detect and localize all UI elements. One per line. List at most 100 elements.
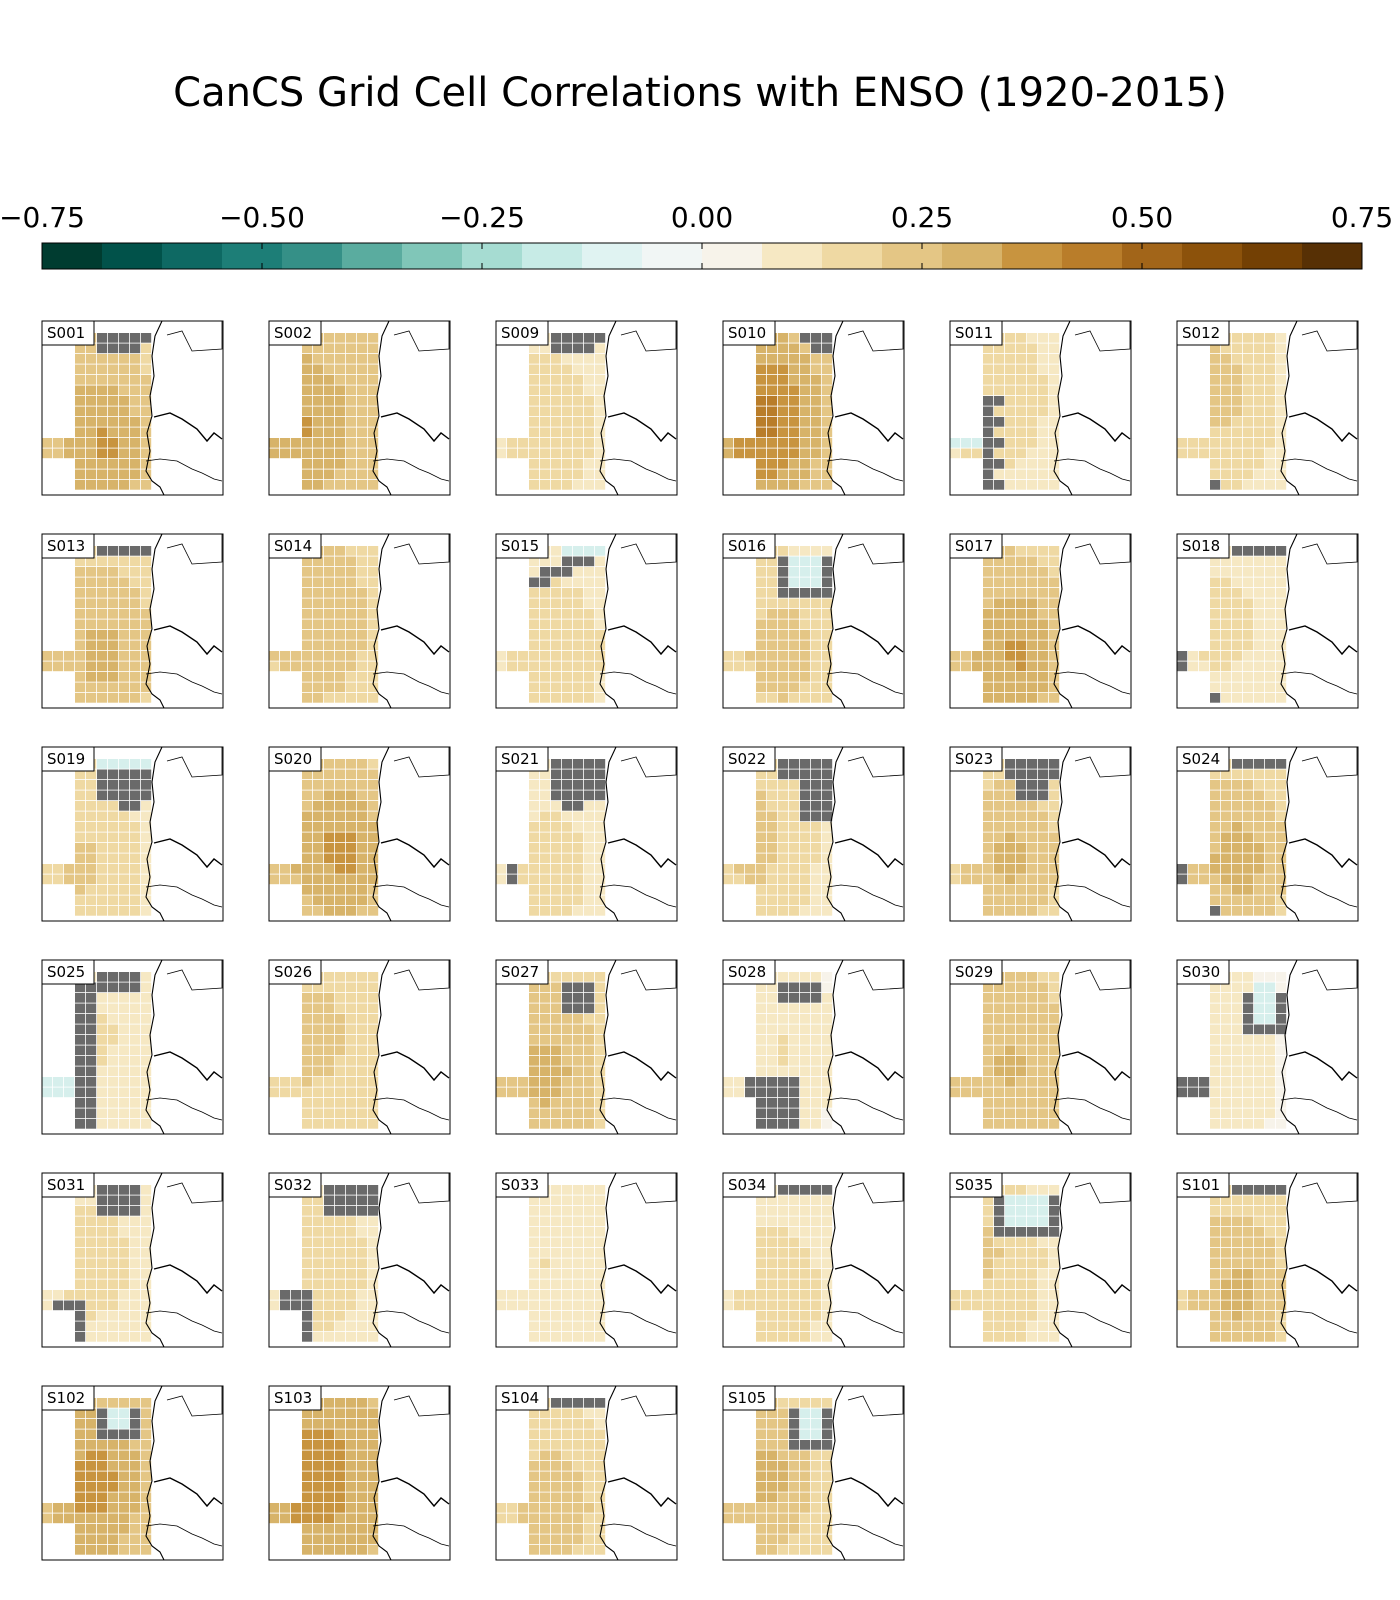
grid-cell [75,682,86,693]
grid-cell [357,982,368,993]
grid-cell [584,982,595,993]
grid-cell [1221,469,1232,480]
grid-cell [86,822,97,832]
grid-cell [1027,469,1038,480]
grid-cell [335,417,346,427]
grid-cell [1049,354,1060,364]
grid-cell [562,1003,573,1014]
grid-cell [756,672,767,682]
grid-cell [86,406,97,417]
grid-cell [778,546,789,556]
grid-cell [1221,598,1232,609]
grid-cell [822,556,833,567]
grid-cell [75,1311,86,1321]
grid-cell [86,1066,97,1077]
grid-cell [1038,1066,1049,1077]
grid-cell [778,1119,789,1129]
grid-cell [1232,588,1243,598]
grid-cell [141,832,152,843]
grid-cell [1038,448,1049,459]
grid-cell [302,790,313,801]
grid-cell [313,853,324,864]
grid-cell [767,438,778,448]
grid-cell [756,1440,767,1450]
grid-cell [551,1534,562,1545]
grid-cell [529,885,540,895]
grid-cell [119,1279,130,1290]
grid-cell [789,1482,800,1492]
grid-cell [800,1206,811,1216]
river-border [153,1051,223,1082]
panel-frame [268,533,451,709]
grid-cell [108,396,119,406]
grid-cell [324,1045,335,1056]
grid-cell [324,1024,335,1035]
grid-cell [573,790,584,801]
grid-cell [756,1258,767,1269]
grid-cell [1038,1185,1049,1195]
country-border [599,1097,677,1121]
grid-cell [108,1419,119,1429]
grid-cell [1221,843,1232,853]
grid-cell [961,874,972,885]
grid-cell [811,598,822,609]
grid-cell [1005,874,1016,885]
grid-cell [108,1195,119,1206]
grid-cell [335,1045,346,1056]
grid-cell [507,864,518,874]
grid-cell [130,417,141,427]
grid-cell [573,1398,584,1408]
grid-cell [789,1311,800,1321]
country-border [145,1310,223,1334]
grid-cell [130,1440,141,1450]
grid-cell [1276,609,1287,619]
grid-cell [1232,972,1243,982]
grid-cell [1210,895,1221,906]
grid-cell [324,396,335,406]
grid-cell [1016,1216,1027,1227]
grid-cell [130,1014,141,1024]
panel-label-box [722,533,776,559]
grid-cell [1254,682,1265,693]
grid-cell [97,853,108,864]
grid-cell [573,1258,584,1269]
grid-cell [346,906,357,916]
grid-cell [357,1108,368,1119]
grid-cell [1049,864,1060,874]
grid-cell [822,598,833,609]
grid-cell [97,1429,108,1440]
colorbar-tick-label: 0.25 [891,201,953,234]
grid-cell [357,1077,368,1087]
grid-cell [822,864,833,874]
grid-cell [302,906,313,916]
grid-cell [1243,790,1254,801]
grid-cell [756,864,767,874]
grid-cell [86,343,97,354]
grid-cell [778,427,789,438]
grid-cell [97,1045,108,1056]
grid-cell [1016,906,1027,916]
grid-cell [1221,1258,1232,1269]
grid-cell [1265,1248,1276,1258]
grid-cell [1049,427,1060,438]
grid-cell [324,354,335,364]
grid-cell [518,1087,529,1098]
grid-cell [1254,993,1265,1003]
grid-cell [1027,1087,1038,1098]
grid-cell [584,1311,595,1321]
grid-cell [1027,343,1038,354]
grid-cell [584,1056,595,1066]
grid-cell [800,1300,811,1311]
grid-cell [778,1450,789,1461]
grid-cell [357,1545,368,1555]
grid-cell [86,1024,97,1035]
grid-cell [994,790,1005,801]
grid-cell [346,1108,357,1119]
grid-cell [1232,1216,1243,1227]
grid-cell [756,396,767,406]
grid-cell [313,1269,324,1279]
grid-cell [357,822,368,832]
grid-cell [584,1461,595,1471]
grid-cell [1243,1279,1254,1290]
grid-cell [108,672,119,682]
